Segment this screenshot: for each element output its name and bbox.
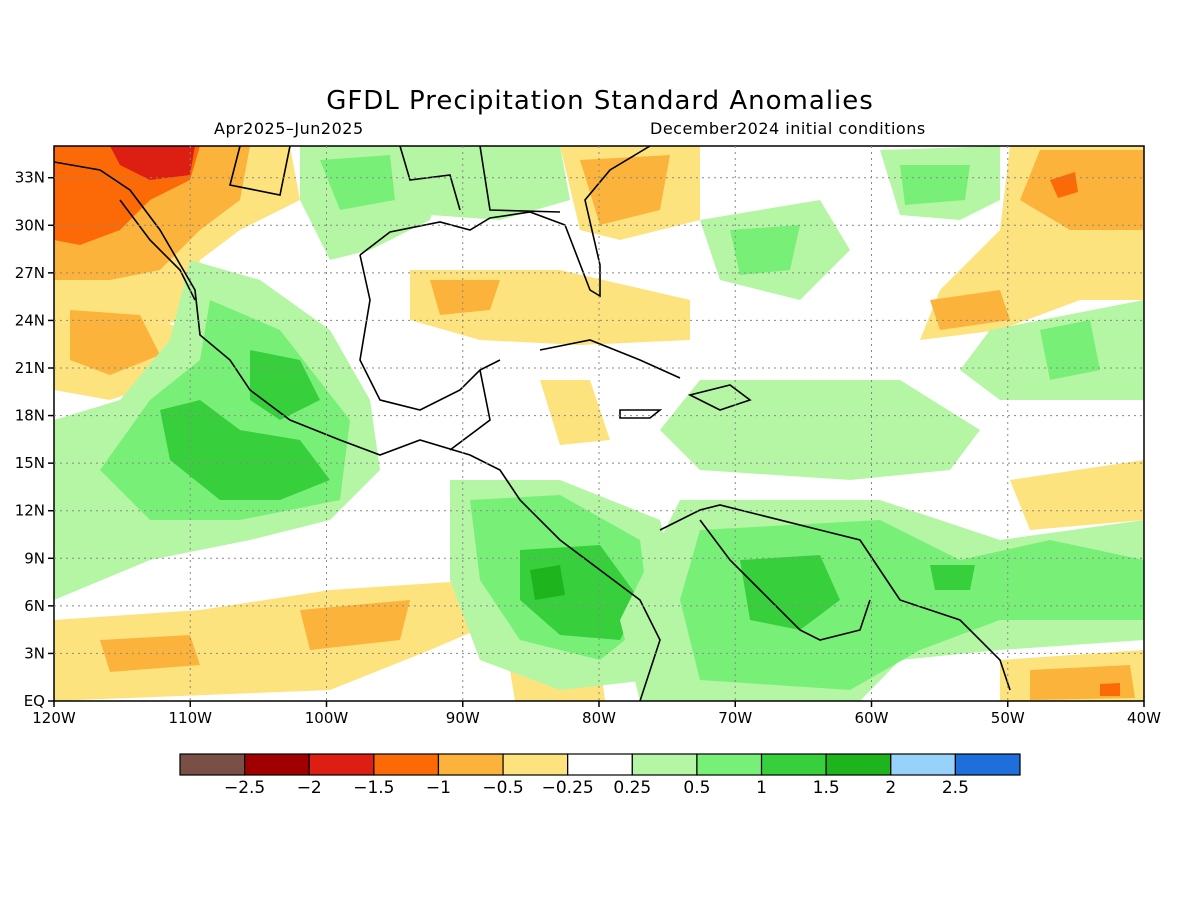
colorbar-swatch xyxy=(437,753,504,776)
x-tick-label: 110W xyxy=(169,709,213,727)
colorbar-label: −1 xyxy=(426,778,451,798)
colorbar-label: −1.5 xyxy=(353,778,394,798)
initial-conditions-label: December2024 initial conditions xyxy=(650,119,926,138)
colorbar-swatch xyxy=(179,753,246,776)
colorbar-swatch xyxy=(631,753,698,776)
colorbar-label: −2 xyxy=(297,778,322,798)
season-label: Apr2025–Jun2025 xyxy=(214,119,364,138)
x-tick-label: 50W xyxy=(991,709,1025,727)
dry-anomaly-regions xyxy=(54,146,1144,701)
anomaly-field xyxy=(54,146,1144,701)
y-tick-label: 12N xyxy=(15,502,45,520)
colorbar-label: 1.5 xyxy=(813,778,840,798)
y-tick-label: 24N xyxy=(15,311,45,329)
x-tick-label: 100W xyxy=(305,709,349,727)
y-tick-label: 9N xyxy=(24,549,45,567)
y-tick-label: 30N xyxy=(15,216,45,234)
colorbar-label: −0.5 xyxy=(482,778,523,798)
colorbar-label: 0.5 xyxy=(683,778,710,798)
map-title: GFDL Precipitation Standard Anomalies xyxy=(326,86,874,116)
x-tick-label: 60W xyxy=(855,709,889,727)
colorbar-swatch xyxy=(954,753,1021,776)
y-tick-label: 33N xyxy=(15,169,45,187)
colorbar-swatch xyxy=(502,753,569,776)
graticule xyxy=(54,146,1144,701)
colorbar-swatch xyxy=(696,753,763,776)
colorbar-swatch xyxy=(373,753,440,776)
y-tick-label: 21N xyxy=(15,359,45,377)
colorbar-label: −2.5 xyxy=(224,778,265,798)
latitude-ticks: EQ 3N 6N 9N 12N 15N 18N 21N 24N 27N 30N 33N xyxy=(15,169,54,710)
colorbar-swatch xyxy=(760,753,827,776)
colorbar-label: 2.5 xyxy=(942,778,969,798)
x-tick-label: 80W xyxy=(582,709,616,727)
y-tick-label: EQ xyxy=(24,692,45,710)
colorbar-label: 2 xyxy=(885,778,896,798)
x-tick-label: 120W xyxy=(32,709,76,727)
y-tick-label: 3N xyxy=(24,644,45,662)
colorbar-swatch xyxy=(890,753,956,776)
colorbar-swatch xyxy=(308,753,375,776)
x-tick-label: 90W xyxy=(446,709,480,727)
colorbar: −2.5 −2 −1.5 −1 −0.5 −0.25 0.25 0.5 1 1.5 2 2.5 xyxy=(179,753,1021,798)
x-tick-label: 70W xyxy=(718,709,752,727)
colorbar-label: −0.25 xyxy=(542,778,594,798)
longitude-ticks: 120W 110W 100W 90W 80W 70W 60W 50W 40W xyxy=(32,701,1161,727)
y-tick-label: 27N xyxy=(15,264,45,282)
colorbar-swatch xyxy=(567,753,633,776)
y-tick-label: 18N xyxy=(15,407,45,425)
y-tick-label: 6N xyxy=(24,597,45,615)
wet-anomaly-regions xyxy=(54,146,1144,701)
colorbar-swatch xyxy=(825,753,892,776)
y-tick-label: 15N xyxy=(15,454,45,472)
colorbar-label: 1 xyxy=(756,778,767,798)
x-tick-label: 40W xyxy=(1127,709,1161,727)
colorbar-label: 0.25 xyxy=(613,778,651,798)
colorbar-swatch xyxy=(244,753,310,776)
